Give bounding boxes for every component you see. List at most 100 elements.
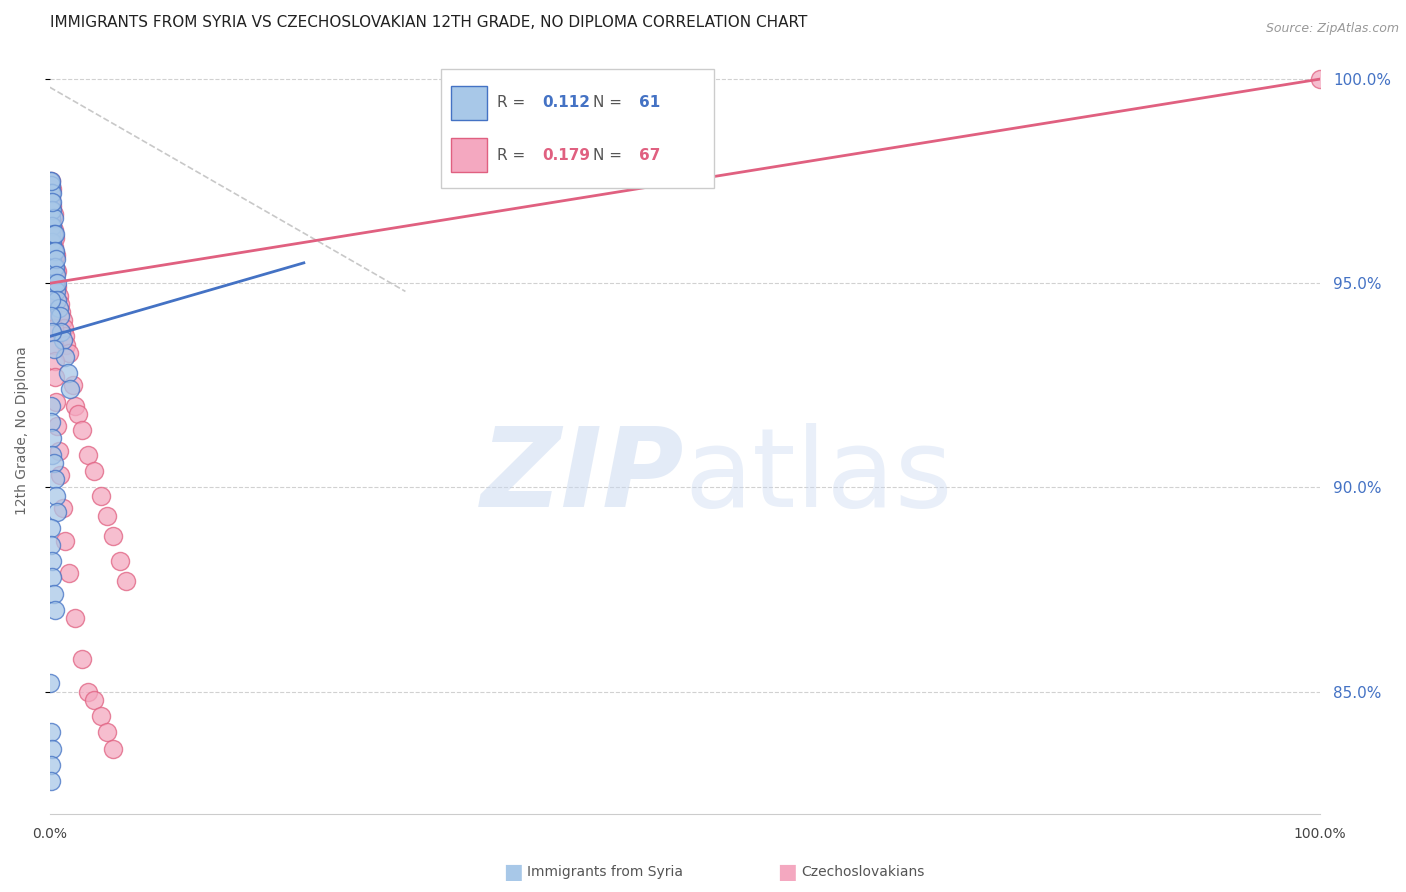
Point — [51, 305, 73, 319]
Point — [46, 280, 69, 294]
Point — [39, 182, 62, 196]
Point — [39, 758, 62, 772]
Point — [62, 378, 84, 392]
Point — [83, 464, 105, 478]
Point — [53, 329, 76, 343]
Point — [39, 725, 62, 739]
Point — [39, 256, 62, 270]
Point — [65, 611, 87, 625]
Point — [39, 231, 62, 245]
Point — [42, 342, 65, 356]
Point — [39, 199, 62, 213]
Point — [44, 227, 66, 242]
Point — [39, 223, 62, 237]
Bar — [451, 86, 486, 120]
Point — [44, 603, 66, 617]
Point — [39, 178, 62, 193]
Point — [38, 676, 60, 690]
Text: 0.112: 0.112 — [543, 95, 591, 111]
Point — [42, 211, 65, 225]
Point — [48, 443, 70, 458]
Point — [45, 264, 67, 278]
Point — [39, 521, 62, 535]
Point — [45, 280, 67, 294]
Point — [42, 239, 65, 253]
Point — [39, 538, 62, 552]
Point — [1309, 72, 1331, 87]
Point — [39, 207, 62, 221]
Point — [49, 468, 72, 483]
Point — [90, 709, 112, 723]
Point — [41, 199, 63, 213]
Point — [41, 235, 63, 250]
Point — [39, 211, 62, 225]
Point — [42, 207, 65, 221]
Point — [55, 337, 77, 351]
Point — [39, 293, 62, 307]
Point — [108, 554, 131, 568]
Point — [46, 419, 69, 434]
Point — [45, 268, 67, 282]
Point — [41, 219, 63, 233]
Point — [39, 215, 62, 229]
Point — [58, 345, 80, 359]
Point — [39, 415, 62, 429]
Text: N =: N = — [593, 95, 627, 111]
Point — [48, 288, 70, 302]
Text: 61: 61 — [640, 95, 661, 111]
Point — [39, 174, 62, 188]
Text: Source: ZipAtlas.com: Source: ZipAtlas.com — [1265, 22, 1399, 36]
Point — [103, 529, 125, 543]
Point — [38, 174, 60, 188]
Point — [70, 652, 93, 666]
Point — [46, 264, 69, 278]
Point — [56, 366, 79, 380]
Point — [103, 741, 125, 756]
Point — [45, 285, 67, 299]
Text: ■: ■ — [503, 863, 523, 882]
Point — [39, 174, 62, 188]
Point — [39, 194, 62, 209]
Point — [41, 326, 63, 340]
Point — [41, 252, 63, 266]
Point — [49, 296, 72, 310]
Text: Immigrants from Syria: Immigrants from Syria — [527, 865, 683, 880]
Point — [70, 423, 93, 437]
Point — [96, 509, 118, 524]
Text: 0.179: 0.179 — [543, 148, 591, 162]
Point — [44, 264, 66, 278]
Point — [38, 202, 60, 217]
Point — [41, 554, 63, 568]
Y-axis label: 12th Grade, No Diploma: 12th Grade, No Diploma — [15, 346, 30, 515]
Point — [39, 309, 62, 323]
FancyBboxPatch shape — [441, 70, 714, 188]
Text: IMMIGRANTS FROM SYRIA VS CZECHOSLOVAKIAN 12TH GRADE, NO DIPLOMA CORRELATION CHAR: IMMIGRANTS FROM SYRIA VS CZECHOSLOVAKIAN… — [49, 15, 807, 30]
Point — [53, 533, 76, 548]
Point — [39, 272, 62, 286]
Point — [42, 277, 65, 291]
Point — [39, 186, 62, 201]
Point — [41, 288, 63, 302]
Point — [41, 215, 63, 229]
Point — [42, 337, 65, 351]
Point — [83, 693, 105, 707]
Point — [51, 313, 73, 327]
Point — [45, 248, 67, 262]
Point — [39, 399, 62, 413]
Point — [44, 231, 66, 245]
Point — [44, 370, 66, 384]
Point — [42, 586, 65, 600]
Point — [52, 321, 75, 335]
Text: Czechoslovakians: Czechoslovakians — [801, 865, 925, 880]
Point — [41, 570, 63, 584]
Point — [45, 489, 67, 503]
Point — [44, 354, 66, 368]
Point — [51, 500, 73, 515]
Point — [96, 725, 118, 739]
Text: 67: 67 — [640, 148, 661, 162]
Point — [115, 574, 138, 589]
Bar — [451, 138, 486, 172]
Point — [53, 350, 76, 364]
Point — [39, 190, 62, 204]
Point — [44, 248, 66, 262]
